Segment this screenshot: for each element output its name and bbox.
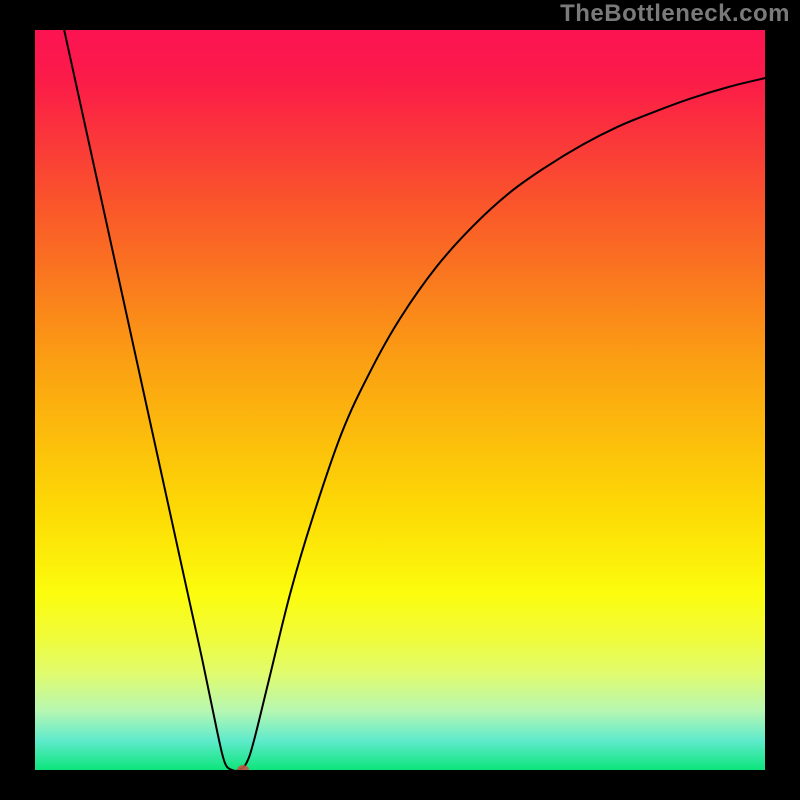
chart-container: TheBottleneck.com <box>0 0 800 800</box>
gradient-chart <box>0 0 800 800</box>
watermark-text: TheBottleneck.com <box>560 0 790 28</box>
